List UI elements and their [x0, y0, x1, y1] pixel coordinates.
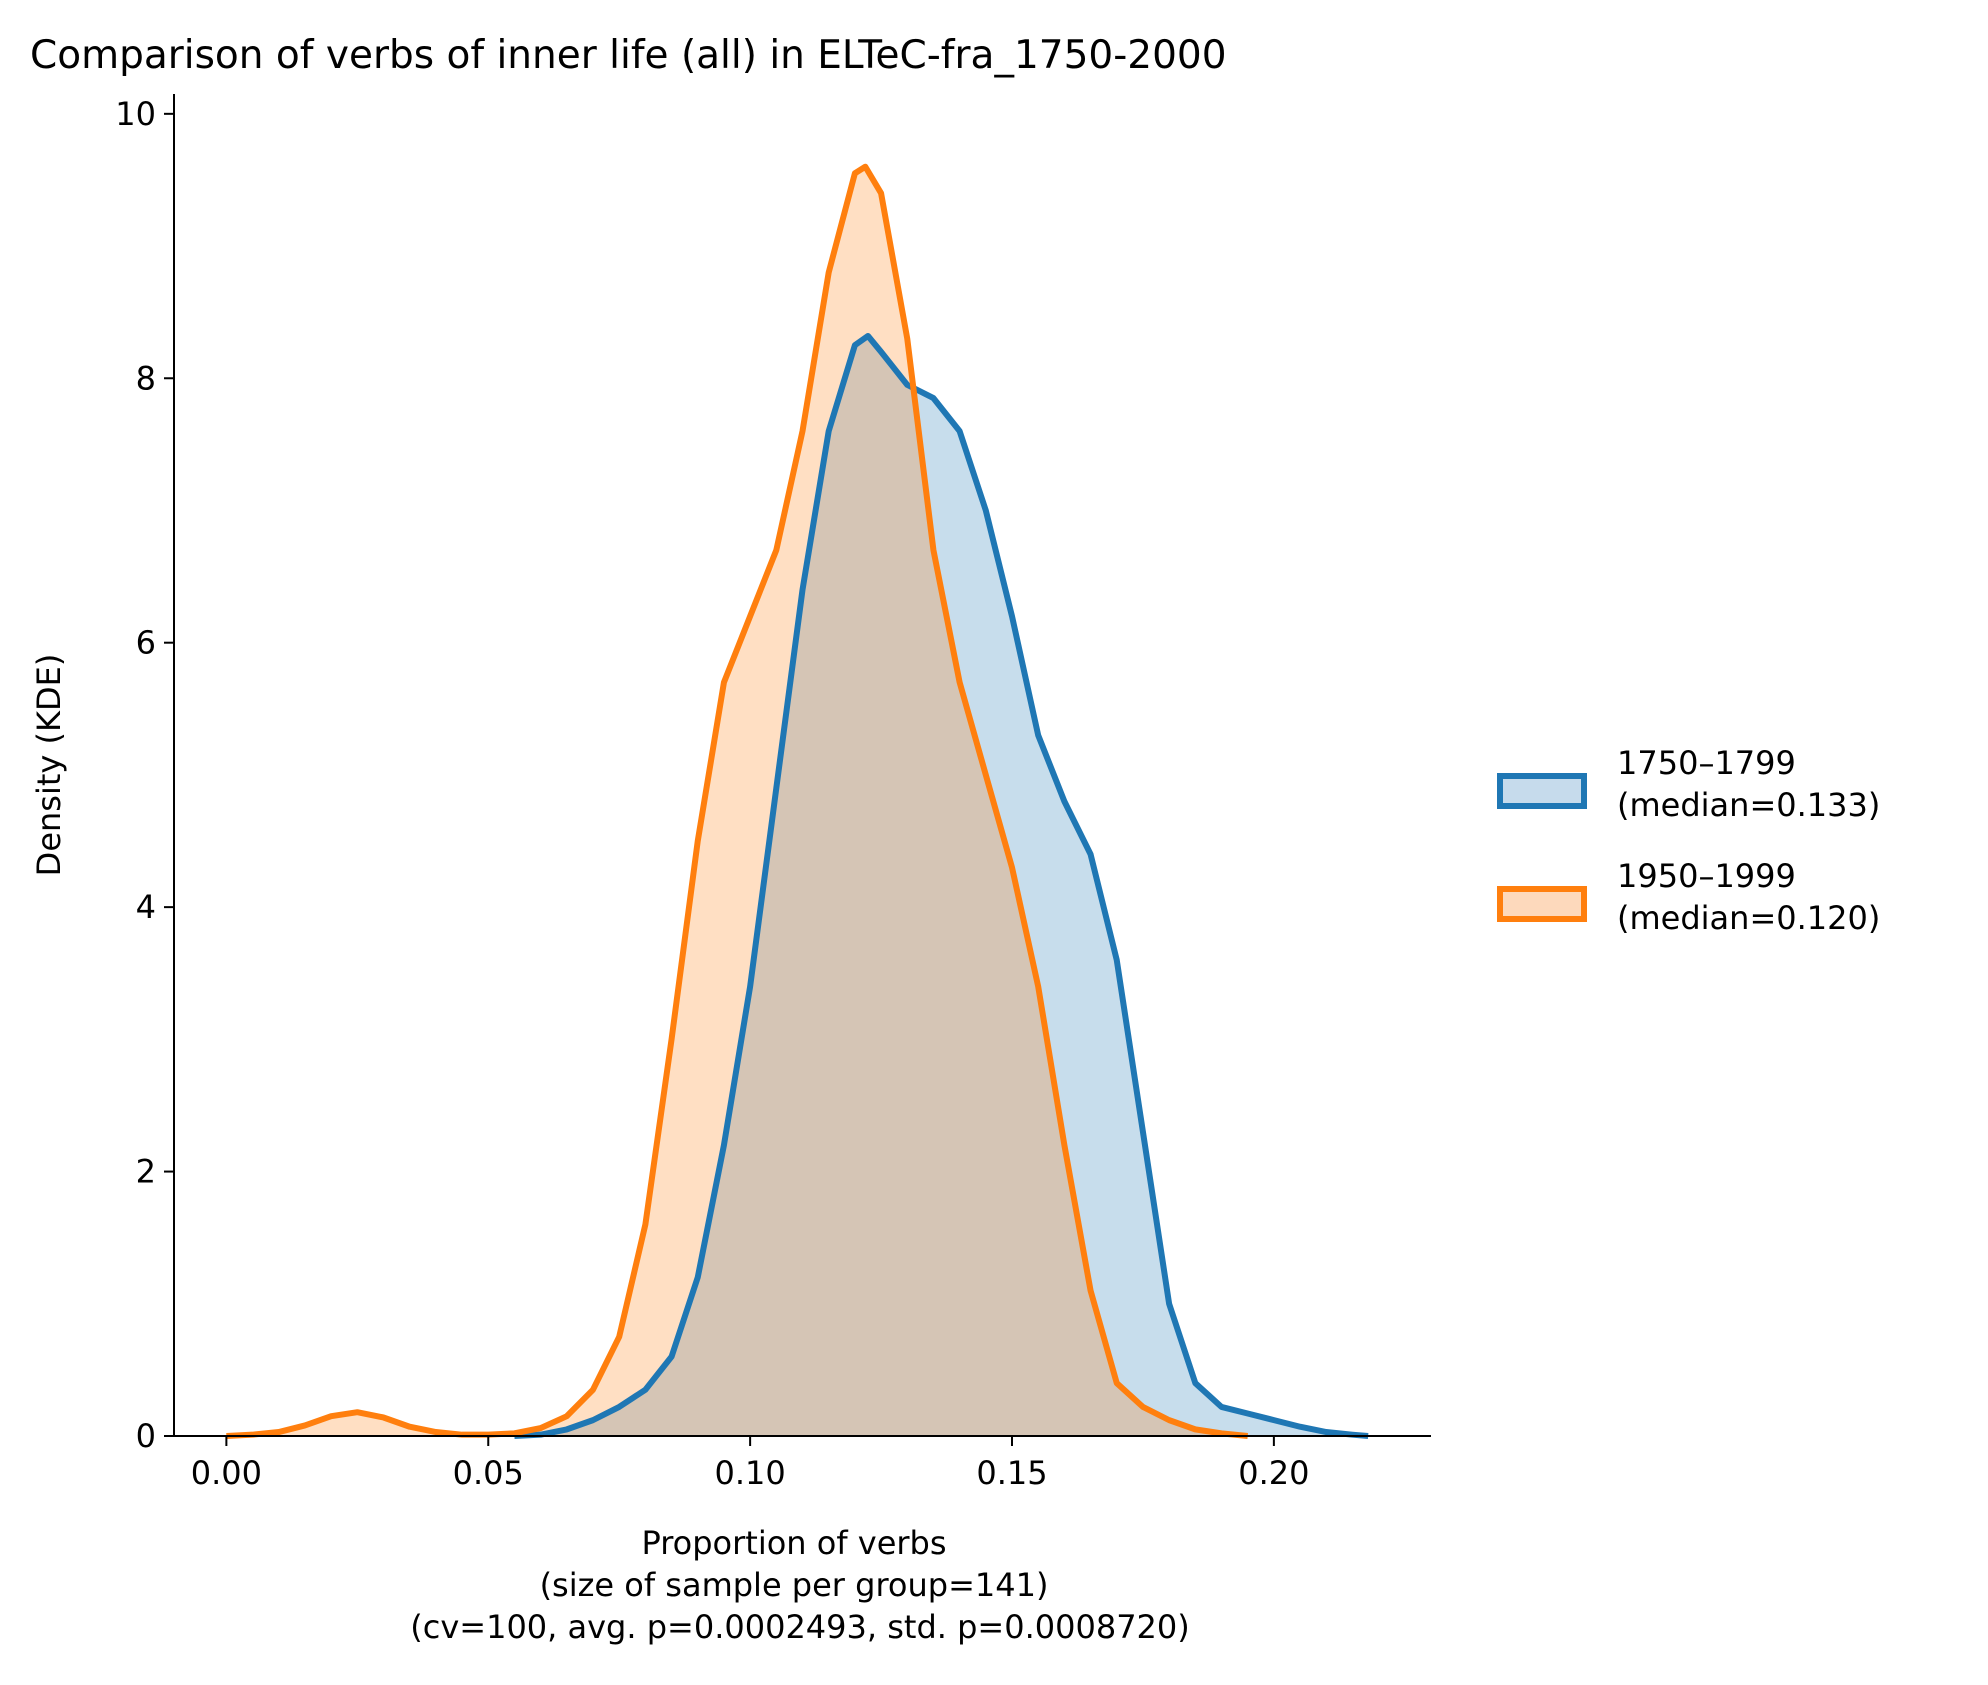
legend: 1750–1799 (median=0.133) 1950–1999 (medi…	[1497, 744, 1880, 937]
y-tick-label: 2	[136, 1153, 156, 1191]
x-axis-label-line-2: (size of sample per group=141)	[540, 1566, 1049, 1604]
y-tick-label: 0	[136, 1417, 156, 1455]
x-tick-label: 0.20	[1238, 1454, 1309, 1492]
x-axis-label-line-1: Proportion of verbs	[641, 1524, 946, 1562]
y-tick-label: 4	[136, 888, 156, 926]
x-tick-label: 0.10	[715, 1454, 786, 1492]
density-line-1750–1799	[514, 332, 1369, 1439]
y-tick-label: 8	[136, 359, 156, 397]
density-area-1750–1799	[514, 335, 1369, 1437]
legend-label-1950-1999-line-1: 1950–1999	[1617, 857, 1796, 895]
y-axis-label: Density (KDE)	[30, 654, 68, 877]
legend-swatch-1950-1999	[1497, 886, 1587, 922]
x-axis-ticks: 0.00 0.05 0.10 0.15 0.20	[191, 1436, 1310, 1492]
density-area-1950–1999	[226, 166, 1248, 1437]
legend-label-1750-1799-line-2: (median=0.133)	[1617, 786, 1880, 824]
plot-area	[226, 163, 1369, 1439]
x-tick-label: 0.05	[453, 1454, 524, 1492]
legend-label-1750-1799-line-1: 1750–1799	[1617, 744, 1796, 782]
x-axis-label-line-3: (cv=100, avg. p=0.0002493, std. p=0.0008…	[410, 1608, 1190, 1646]
legend-swatch-1750-1799	[1497, 773, 1587, 809]
legend-label-1950-1999-line-2: (median=0.120)	[1617, 899, 1880, 937]
x-tick-label: 0.15	[976, 1454, 1047, 1492]
y-axis-ticks: 0 2 4 6 8 10	[115, 95, 174, 1455]
y-tick-label: 6	[136, 624, 156, 662]
y-tick-label: 10	[115, 95, 156, 133]
chart-title: Comparison of verbs of inner life (all) …	[30, 33, 1227, 78]
density-line-1950–1999	[226, 163, 1248, 1439]
x-tick-label: 0.00	[191, 1454, 262, 1492]
